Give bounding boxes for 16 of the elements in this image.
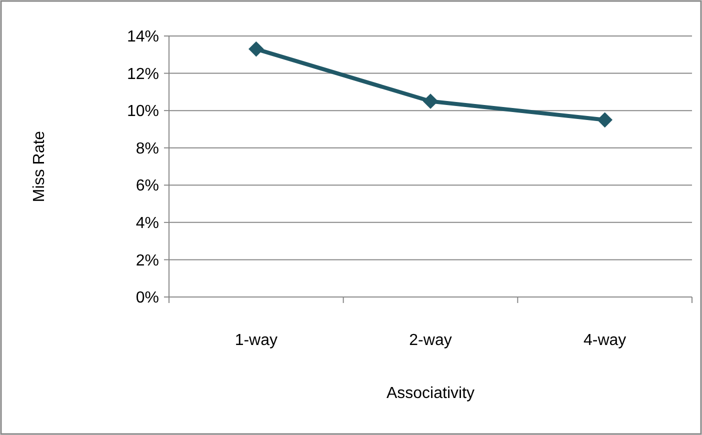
point <box>248 41 264 57</box>
point <box>422 94 438 109</box>
point <box>597 112 613 128</box>
x-tick-label: 2-way <box>409 332 452 349</box>
y-tick-label: 0% <box>136 290 159 307</box>
y-tick-label: 2% <box>136 252 159 270</box>
y-tick-label: 8% <box>136 140 159 158</box>
x-tick-label: 1-way <box>234 332 278 349</box>
y-tick-label: 12% <box>126 66 159 83</box>
x-tick-label: 4-way <box>583 332 626 349</box>
y-tick-label: 14% <box>126 28 159 46</box>
y-tick-label: 6% <box>136 178 159 195</box>
y-tick-label: 4% <box>136 215 159 232</box>
y-axis-title: Miss Rate <box>31 130 48 202</box>
x-axis-title: Associativity <box>386 385 475 402</box>
y-tick-label: 10% <box>126 103 159 120</box>
